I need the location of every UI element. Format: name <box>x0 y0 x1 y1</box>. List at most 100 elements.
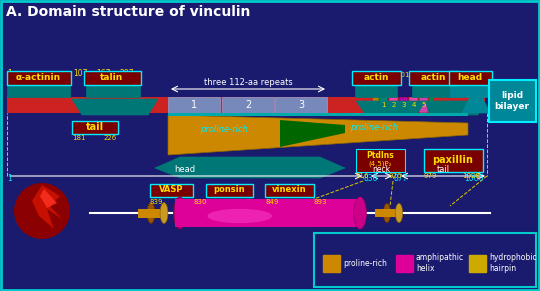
Text: 1066: 1066 <box>415 72 433 78</box>
Text: 4: 4 <box>411 102 416 108</box>
Polygon shape <box>40 189 57 208</box>
Bar <box>399 97 408 113</box>
Bar <box>379 97 388 113</box>
Text: α-actinin: α-actinin <box>16 73 61 82</box>
Bar <box>7 97 485 113</box>
Text: vinexin: vinexin <box>272 185 306 194</box>
Text: 836: 836 <box>363 174 377 183</box>
Text: head: head <box>457 73 483 82</box>
FancyBboxPatch shape <box>469 255 485 272</box>
Text: A. Domain structure of vinculin: A. Domain structure of vinculin <box>6 5 251 19</box>
Polygon shape <box>32 185 62 229</box>
FancyBboxPatch shape <box>322 255 340 272</box>
Text: 830: 830 <box>193 199 206 205</box>
Text: 893: 893 <box>314 199 327 205</box>
FancyBboxPatch shape <box>423 148 483 171</box>
Text: hydrophobic
hairpin: hydrophobic hairpin <box>489 253 537 273</box>
Text: proline-rich: proline-rich <box>343 258 387 267</box>
Text: (4,5)P₂: (4,5)P₂ <box>368 161 392 167</box>
Bar <box>175 199 360 227</box>
FancyBboxPatch shape <box>449 70 491 84</box>
Bar <box>409 97 418 113</box>
Text: 167: 167 <box>96 69 111 78</box>
Text: tail: tail <box>436 165 450 174</box>
Text: 1029: 1029 <box>434 72 452 78</box>
Polygon shape <box>155 157 345 168</box>
Text: 3: 3 <box>401 102 406 108</box>
Text: 1066: 1066 <box>464 174 484 183</box>
FancyBboxPatch shape <box>265 184 314 196</box>
Polygon shape <box>155 168 345 178</box>
FancyBboxPatch shape <box>71 120 118 134</box>
Polygon shape <box>7 84 70 97</box>
Text: 5: 5 <box>421 102 426 108</box>
Text: amphipathic
helix: amphipathic helix <box>416 253 464 273</box>
Ellipse shape <box>354 197 367 229</box>
Text: 2: 2 <box>245 100 251 110</box>
Text: 877: 877 <box>394 174 408 183</box>
Text: 1028: 1028 <box>462 173 480 179</box>
Text: proline-rich: proline-rich <box>200 125 248 134</box>
Bar <box>373 97 379 113</box>
Bar <box>375 209 399 217</box>
Text: 2: 2 <box>392 102 396 108</box>
Text: 207: 207 <box>119 69 133 78</box>
Circle shape <box>14 183 70 239</box>
Text: 3: 3 <box>298 100 304 110</box>
FancyBboxPatch shape <box>84 70 140 84</box>
Text: ponsin: ponsin <box>213 185 245 194</box>
Text: 849: 849 <box>265 199 279 205</box>
Text: 1: 1 <box>7 69 12 78</box>
Text: 1: 1 <box>381 102 386 108</box>
Text: 893: 893 <box>355 72 368 78</box>
Text: 970: 970 <box>388 173 402 179</box>
FancyBboxPatch shape <box>355 148 404 171</box>
Text: 1036: 1036 <box>453 72 471 78</box>
Polygon shape <box>425 101 483 115</box>
Text: three 112-aa repeats: three 112-aa repeats <box>204 78 292 87</box>
Text: PtdIns: PtdIns <box>366 152 394 161</box>
Text: 1: 1 <box>191 100 197 110</box>
FancyBboxPatch shape <box>206 184 253 196</box>
Polygon shape <box>450 84 488 97</box>
Text: neck: neck <box>372 165 390 174</box>
Polygon shape <box>412 84 453 97</box>
Text: 985: 985 <box>377 72 390 78</box>
Text: actin: actin <box>420 73 445 82</box>
FancyBboxPatch shape <box>314 233 536 287</box>
Bar <box>168 113 468 116</box>
Text: 107: 107 <box>73 69 87 78</box>
Ellipse shape <box>383 203 390 223</box>
Bar <box>389 97 398 113</box>
Bar <box>222 97 274 113</box>
Bar <box>429 97 434 113</box>
Polygon shape <box>72 99 158 115</box>
Bar <box>138 208 164 217</box>
Text: proline-rich: proline-rich <box>350 123 398 132</box>
Text: actin: actin <box>363 73 389 82</box>
Text: 916: 916 <box>356 173 369 179</box>
Polygon shape <box>168 115 468 155</box>
FancyBboxPatch shape <box>6 70 71 84</box>
FancyBboxPatch shape <box>408 70 457 84</box>
Ellipse shape <box>207 209 272 223</box>
Ellipse shape <box>173 197 186 229</box>
Text: 181: 181 <box>72 135 85 141</box>
Polygon shape <box>280 120 345 147</box>
Bar <box>275 97 327 113</box>
FancyBboxPatch shape <box>395 255 413 272</box>
Polygon shape <box>462 97 490 113</box>
FancyBboxPatch shape <box>352 70 401 84</box>
Bar <box>419 97 428 113</box>
FancyBboxPatch shape <box>150 184 192 196</box>
FancyBboxPatch shape <box>489 80 536 122</box>
Polygon shape <box>86 84 140 97</box>
Text: head: head <box>174 165 195 174</box>
Text: tail: tail <box>85 122 104 132</box>
Polygon shape <box>356 101 426 115</box>
Ellipse shape <box>147 203 155 223</box>
Text: paxillin: paxillin <box>433 155 474 165</box>
Text: VASP: VASP <box>159 185 183 194</box>
Ellipse shape <box>395 203 403 223</box>
Text: talin: talin <box>100 73 124 82</box>
